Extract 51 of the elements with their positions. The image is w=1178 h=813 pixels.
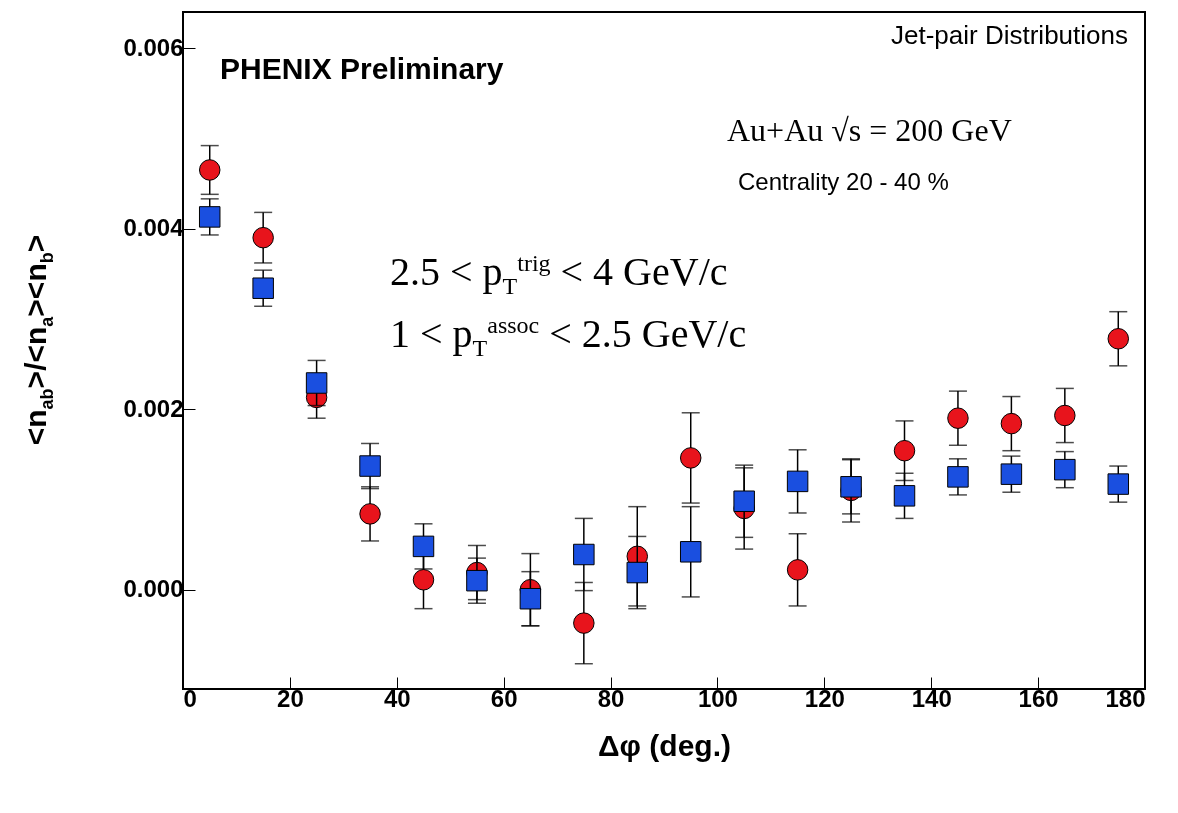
x-tick-label: 20	[277, 684, 304, 712]
x-axis-title: Δφ (deg.)	[597, 728, 732, 762]
y-tick-label: 0.006	[123, 33, 184, 61]
x-tick-label: 80	[597, 684, 625, 712]
point	[359, 455, 381, 477]
point	[1000, 412, 1023, 435]
annotation: 1 < p$_{T}$$^{assoc}$ < 2.5 GeV/c	[390, 310, 747, 362]
point	[893, 485, 916, 507]
x-tick-label: 60	[490, 684, 518, 712]
point	[252, 277, 274, 299]
x-tick-label: 120	[804, 684, 845, 712]
point	[1107, 473, 1130, 495]
point	[412, 535, 435, 558]
point	[840, 476, 862, 498]
x-tick-label: 140	[911, 684, 952, 712]
point	[466, 569, 488, 592]
annotation: 2.5 < p$_{T}$$^{trig}$ < 4 GeV/c	[390, 248, 728, 300]
point	[359, 503, 381, 525]
point	[519, 587, 542, 610]
point	[573, 543, 595, 566]
annotation: PHENIX Preliminary	[220, 52, 504, 86]
point	[1054, 458, 1076, 481]
point	[786, 559, 809, 581]
point	[412, 569, 435, 591]
annotation: Centrality 20 - 40 %	[738, 168, 949, 196]
point	[893, 439, 916, 462]
y-tick-label: 0.000	[123, 575, 184, 603]
point	[252, 226, 274, 249]
point	[733, 490, 755, 512]
point	[1000, 463, 1023, 485]
point	[679, 447, 702, 469]
point	[198, 206, 221, 228]
x-tick-label: 180	[1105, 684, 1146, 712]
point	[947, 466, 969, 488]
y-tick-label: 0.002	[123, 394, 184, 422]
x-tick-label: 100	[697, 684, 738, 712]
point	[1054, 404, 1076, 427]
point	[679, 541, 702, 563]
annotation: Jet-pair Distributions	[891, 20, 1128, 51]
point	[305, 372, 328, 394]
point	[947, 407, 969, 429]
point	[786, 470, 809, 493]
point	[198, 159, 221, 181]
x-tick-label: 0	[183, 684, 197, 712]
annotation: Au+Au √s = 200 GeV	[727, 112, 1012, 149]
x-tick-label: 40	[383, 684, 411, 712]
y-tick-label: 0.004	[123, 214, 185, 242]
x-tick-label: 160	[1018, 684, 1059, 712]
point	[626, 561, 649, 584]
point	[573, 612, 595, 634]
point	[1107, 328, 1130, 350]
